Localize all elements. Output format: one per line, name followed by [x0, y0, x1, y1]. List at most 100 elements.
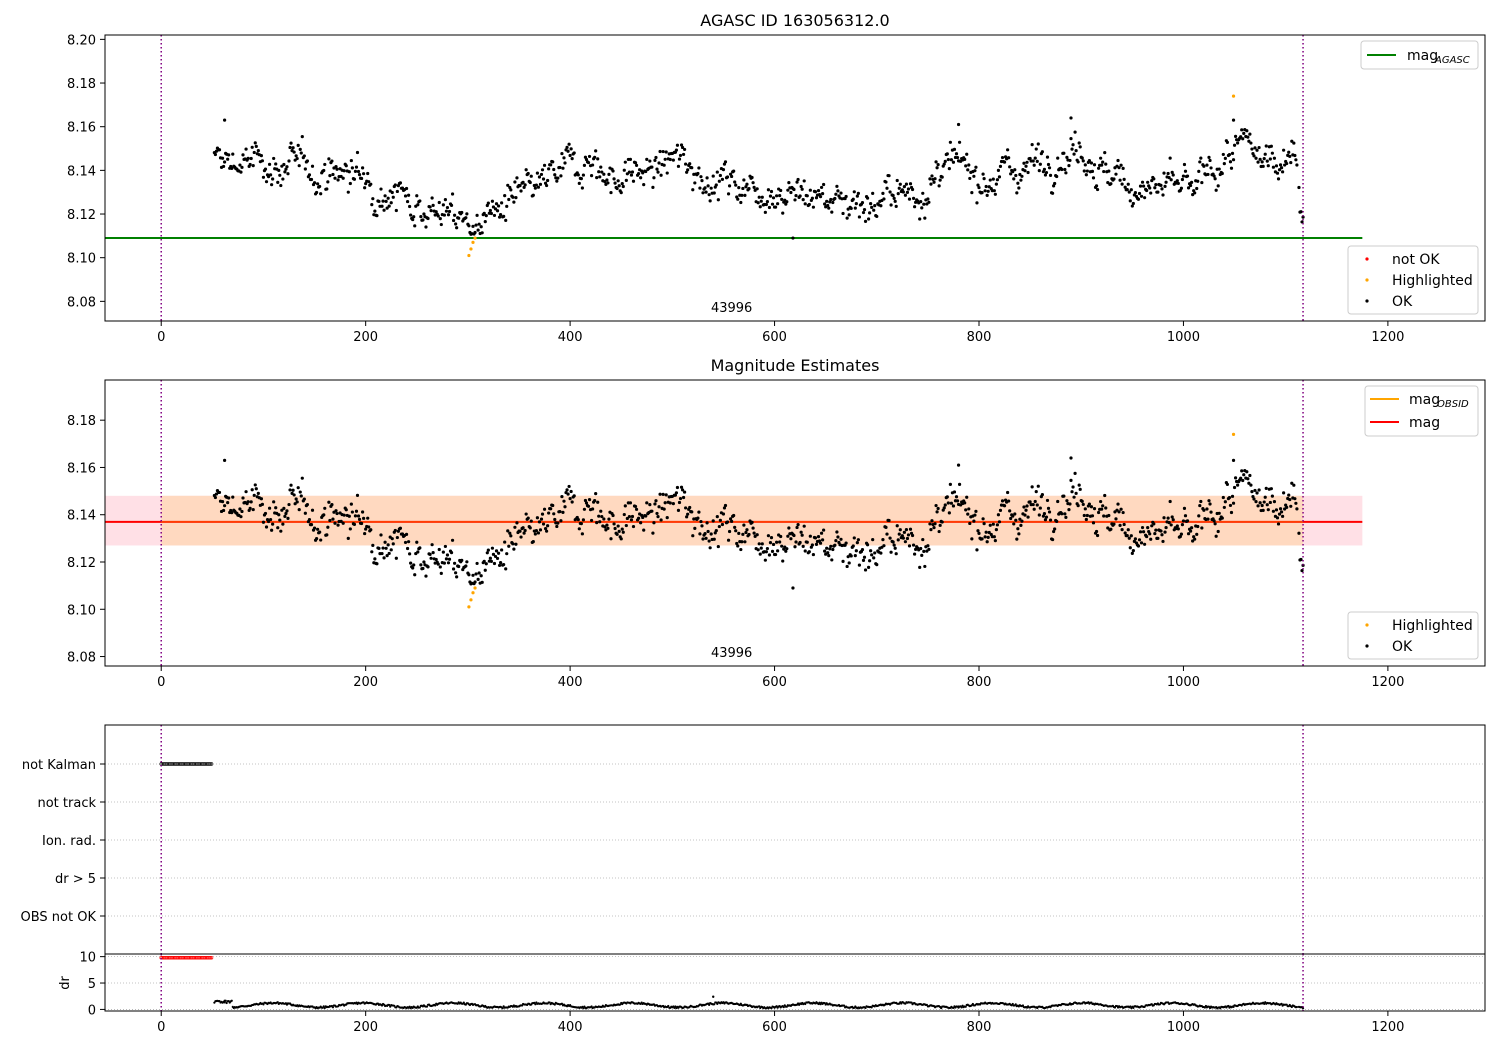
ok-point	[947, 511, 951, 515]
ok-point	[1196, 179, 1200, 183]
ok-point	[606, 526, 610, 530]
ok-point	[893, 199, 897, 203]
ok-point	[1236, 141, 1240, 145]
ok-point	[1265, 159, 1269, 163]
ok-point	[540, 168, 545, 172]
ok-point	[1103, 150, 1107, 155]
ok-point	[562, 156, 566, 160]
ok-point	[982, 176, 986, 181]
ok-point	[408, 204, 412, 209]
ok-point	[1012, 177, 1016, 181]
ok-point	[419, 215, 423, 219]
ok-point	[541, 177, 546, 181]
ok-point	[1000, 499, 1005, 503]
ok-point	[1136, 544, 1141, 548]
ok-point	[250, 488, 254, 492]
ok-point	[943, 503, 947, 507]
ok-point	[409, 561, 413, 565]
ok-point	[1263, 495, 1267, 499]
ok-point	[539, 517, 544, 521]
ok-point	[744, 185, 748, 189]
ok-point	[620, 182, 624, 186]
ok-point	[533, 532, 537, 536]
ok-point	[240, 509, 244, 514]
ok-point	[380, 204, 384, 208]
ok-point	[476, 577, 480, 581]
ok-point	[1145, 188, 1149, 193]
ok-point	[963, 501, 967, 505]
ok-point	[505, 552, 509, 556]
ok-point	[362, 516, 366, 520]
ok-point	[395, 189, 399, 194]
ok-point	[699, 175, 703, 179]
ok-point	[755, 187, 759, 191]
ok-point	[496, 204, 501, 208]
ok-point	[579, 522, 583, 526]
ok-point	[863, 568, 868, 572]
ok-point	[656, 515, 660, 519]
ok-point	[833, 543, 837, 547]
ok-point	[361, 510, 365, 514]
ok-point	[220, 499, 225, 504]
ok-point	[715, 170, 719, 174]
ok-point	[791, 236, 795, 240]
ok-point	[285, 165, 289, 169]
ok-point	[650, 165, 654, 169]
ok-point	[1149, 191, 1153, 195]
ok-point	[230, 511, 234, 515]
ok-point	[407, 540, 411, 544]
ok-point	[561, 166, 565, 170]
ok-point	[621, 530, 625, 534]
ok-point	[935, 166, 939, 170]
ok-point	[715, 514, 719, 519]
ok-point	[862, 555, 867, 559]
ok-point	[1013, 512, 1017, 516]
ok-point	[918, 565, 922, 569]
ok-point	[860, 200, 865, 205]
ok-point	[836, 189, 840, 193]
ok-point	[286, 516, 290, 520]
ok-point	[851, 197, 855, 201]
ok-point	[504, 218, 508, 222]
ok-point	[977, 531, 981, 535]
ok-point	[1233, 134, 1238, 138]
ok-point	[1202, 508, 1206, 512]
ok-point	[622, 512, 626, 517]
ok-point	[480, 580, 484, 584]
ok-point	[705, 176, 709, 180]
ok-point	[254, 487, 258, 491]
flag-point	[161, 762, 166, 766]
ok-point	[484, 562, 488, 566]
ok-point	[526, 171, 530, 176]
ok-point	[1171, 173, 1175, 177]
ok-point	[1225, 482, 1229, 487]
ok-point	[839, 191, 843, 195]
ok-point	[438, 565, 442, 569]
ok-point	[976, 183, 980, 187]
ok-point	[1241, 137, 1245, 141]
ok-point	[344, 508, 348, 512]
ok-point	[734, 529, 738, 533]
ok-point	[547, 167, 551, 171]
ok-point	[1281, 170, 1285, 174]
ok-point	[1146, 180, 1150, 184]
ok-point	[296, 143, 300, 147]
ok-point	[1254, 156, 1258, 160]
ok-point	[1009, 516, 1013, 521]
ok-point	[549, 163, 553, 167]
ok-point	[223, 458, 227, 462]
dr-point	[782, 1006, 785, 1009]
ok-point	[948, 482, 952, 486]
ok-point	[975, 201, 979, 205]
ok-point	[1170, 515, 1174, 519]
ok-point	[827, 554, 831, 558]
ok-point	[426, 565, 430, 569]
ok-point	[998, 164, 1003, 168]
ok-point	[872, 556, 876, 560]
flag-row-label: dr > 5	[55, 872, 96, 887]
ok-point	[910, 533, 915, 538]
ok-point	[1293, 153, 1297, 158]
dr-point	[758, 1005, 761, 1008]
ok-point	[331, 172, 335, 177]
